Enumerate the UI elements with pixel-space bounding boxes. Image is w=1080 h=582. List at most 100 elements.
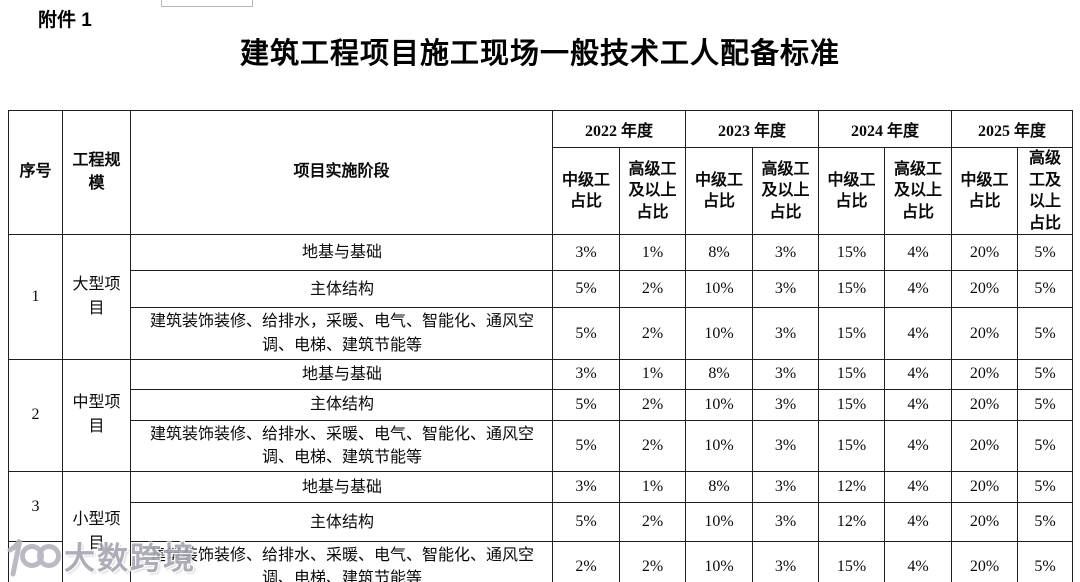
header-row-years: 序号 工程规模 项目实施阶段 2022 年度 2023 年度 2024 年度 2… <box>8 109 1074 236</box>
header-mid-2024: 中级工占比 <box>818 146 886 236</box>
value-cell: 20% <box>951 388 1019 421</box>
value-cell: 2% <box>618 419 687 473</box>
header-year-2022: 2022 年度 <box>551 110 687 148</box>
value-cell: 2% <box>618 307 687 360</box>
value-cell: 3% <box>752 541 820 582</box>
value-cell: 4% <box>884 358 953 390</box>
table-row: 2 中型项目 地基与基础 3% 1% 8% 3% 15% 4% 20% 5% <box>8 358 1074 473</box>
stage-cell: 建筑装饰装修、给排水、采暖、电气、智能化、通风空调、电梯、建筑节能等 <box>130 541 553 582</box>
serial-2: 2 <box>8 358 63 473</box>
table-row: 主体结构 5% 2% 10% 3% 15% 4% 20% 5% <box>9 388 1074 421</box>
scale-medium-project: 中型项目 <box>62 358 131 473</box>
header-stage: 项目实施阶段 <box>130 109 553 236</box>
serial-empty-cell <box>8 541 63 582</box>
value-cell: 15% <box>818 234 886 272</box>
value-cell: 1% <box>618 234 687 272</box>
value-cell: 2% <box>618 388 687 421</box>
table-row: 建筑装饰装修、给排水，采暖、电气、智能化、通风空调、电梯、建筑节能等 5% 2%… <box>9 307 1074 360</box>
value-cell: 5% <box>552 419 620 473</box>
table-row: 1 大型项目 地基与基础 3% 1% 8% 3% 15% 4% 20% 5% <box>8 234 1074 360</box>
stage-cell: 建筑装饰装修、给排水，采暖、电气、智能化、通风空调、电梯、建筑节能等 <box>130 307 553 360</box>
value-cell: 20% <box>951 541 1019 582</box>
value-cell: 15% <box>818 270 886 309</box>
header-senior-2024: 高级工及以上占比 <box>884 146 953 236</box>
value-cell: 5% <box>552 388 620 421</box>
value-cell: 2% <box>618 541 687 582</box>
value-cell: 3% <box>752 358 820 390</box>
value-cell: 1% <box>618 471 687 504</box>
value-cell: 2% <box>618 502 687 543</box>
value-cell: 3% <box>752 502 820 543</box>
stage-cell: 主体结构 <box>130 270 553 309</box>
table-row: 建筑装饰装修、给排水、采暖、电气、智能化、通风空调、电梯、建筑节能等 5% 2%… <box>9 419 1074 473</box>
value-cell: 8% <box>685 234 754 272</box>
value-cell: 4% <box>884 307 953 360</box>
stage-cell: 地基与基础 <box>130 234 553 272</box>
scale-small-project: 小型项目 <box>62 471 131 582</box>
table-row: 主体结构 5% 2% 10% 3% 12% 4% 20% 5% <box>9 502 1074 543</box>
value-cell: 12% <box>818 502 886 543</box>
value-cell: 5% <box>1017 234 1074 272</box>
value-cell: 10% <box>685 502 754 543</box>
scale-large-project: 大型项目 <box>62 234 131 360</box>
value-cell: 20% <box>951 502 1019 543</box>
value-cell: 3% <box>752 388 820 421</box>
header-senior-2023: 高级工及以上占比 <box>752 146 820 236</box>
value-cell: 2% <box>618 270 687 309</box>
value-cell: 5% <box>1017 270 1074 309</box>
value-cell: 3% <box>752 234 820 272</box>
value-cell: 15% <box>818 307 886 360</box>
value-cell: 10% <box>685 419 754 473</box>
value-cell: 20% <box>951 270 1019 309</box>
header-year-2024: 2024 年度 <box>818 110 953 148</box>
stage-cell: 主体结构 <box>130 502 553 543</box>
header-senior-2022: 高级工及以上占比 <box>618 146 687 236</box>
table-row: 3 小型项目 地基与基础 3% 1% 8% 3% 12% 4% 20% 5% <box>8 471 1074 582</box>
standards-table: 序号 工程规模 项目实施阶段 2022 年度 2023 年度 2024 年度 2… <box>8 109 1074 582</box>
value-cell: 5% <box>1017 358 1074 390</box>
value-cell: 8% <box>685 471 754 504</box>
serial-1: 1 <box>8 234 63 360</box>
value-cell: 5% <box>1017 419 1074 473</box>
value-cell: 10% <box>685 541 754 582</box>
page-title: 建筑工程项目施工现场一般技术工人配备标准 <box>239 38 840 70</box>
value-cell: 4% <box>884 270 953 309</box>
value-cell: 3% <box>552 358 620 390</box>
value-cell: 4% <box>884 502 953 543</box>
value-cell: 5% <box>552 502 620 543</box>
table-row: 主体结构 5% 2% 10% 3% 15% 4% 20% 5% <box>9 270 1074 309</box>
value-cell: 15% <box>818 388 886 421</box>
header-mid-2025: 中级工占比 <box>951 146 1019 236</box>
value-cell: 4% <box>884 471 953 504</box>
header-year-2025: 2025 年度 <box>951 110 1074 148</box>
value-cell: 5% <box>1017 471 1074 504</box>
header-serial: 序号 <box>8 109 63 236</box>
value-cell: 2% <box>552 541 620 582</box>
value-cell: 20% <box>951 307 1019 360</box>
value-cell: 20% <box>951 358 1019 390</box>
stage-cell: 地基与基础 <box>130 358 553 390</box>
header-senior-2025: 高级工及以上占比 <box>1017 146 1074 236</box>
header-row-sub: 中级工占比 高级工及以上占比 中级工占比 高级工及以上占比 中级工占比 高级工及… <box>9 146 1074 236</box>
value-cell: 12% <box>818 471 886 504</box>
value-cell: 10% <box>685 307 754 360</box>
value-cell: 3% <box>752 307 820 360</box>
value-cell: 5% <box>1017 388 1074 421</box>
value-cell: 5% <box>1017 307 1074 360</box>
value-cell: 15% <box>818 541 886 582</box>
value-cell: 20% <box>951 419 1019 473</box>
value-cell: 20% <box>951 234 1019 272</box>
value-cell: 4% <box>884 234 953 272</box>
value-cell: 1% <box>618 358 687 390</box>
stage-cell: 主体结构 <box>130 388 553 421</box>
value-cell: 3% <box>752 419 820 473</box>
value-cell: 10% <box>685 388 754 421</box>
value-cell: 4% <box>884 541 953 582</box>
value-cell: 5% <box>1017 541 1074 582</box>
header-mid-2022: 中级工占比 <box>552 146 620 236</box>
value-cell: 3% <box>752 471 820 504</box>
value-cell: 3% <box>552 471 620 504</box>
value-cell: 20% <box>951 471 1019 504</box>
attachment-label: 附件 1 <box>38 10 92 31</box>
